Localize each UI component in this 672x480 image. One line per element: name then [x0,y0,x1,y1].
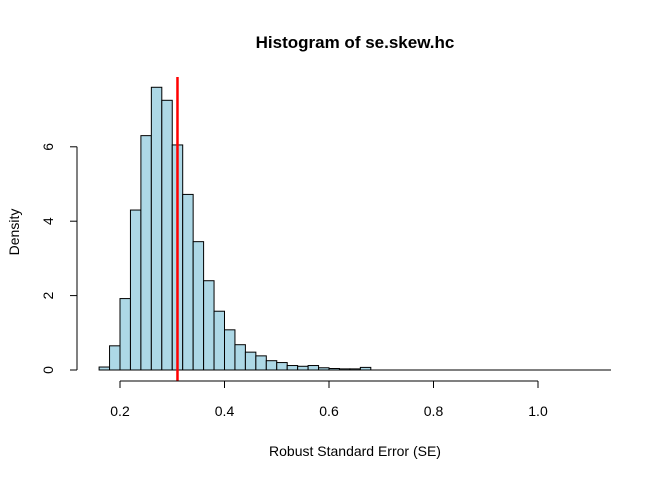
x-axis: 0.2 0.4 0.6 0.8 1.0 [110,380,548,419]
x-tick-label: 0.6 [319,403,339,419]
histogram-bars [98,86,611,371]
histogram-bar [182,193,194,371]
histogram-bar [265,360,278,371]
histogram-bar [129,209,142,371]
y-axis-label: Density [6,209,22,256]
y-tick-label: 6 [40,143,56,151]
histogram-bar [286,365,299,371]
histogram-bar [109,345,121,371]
x-tick-label: 0.2 [110,403,130,419]
histogram-bar [307,365,320,371]
x-tick-label: 0.8 [424,403,444,419]
x-tick-label: 1.0 [528,403,548,419]
histogram-bar [213,310,226,371]
histogram-bar [192,241,205,371]
histogram-bar [150,86,163,371]
histogram-bar [203,280,215,371]
histogram-bar [119,298,131,371]
histogram-bar [244,351,257,371]
histogram-bar [234,344,246,371]
histogram-bar [276,362,288,371]
histogram-bar [255,355,267,371]
y-axis: 0 2 4 6 [40,143,78,374]
histogram-bar [297,365,309,371]
x-tick-label: 0.4 [215,403,235,419]
y-tick-label: 4 [40,217,56,225]
histogram-bar [161,99,173,371]
histogram-bar [140,135,152,371]
chart-title: Histogram of se.skew.hc [256,33,455,52]
y-tick-label: 2 [40,291,56,299]
x-axis-label: Robust Standard Error (SE) [269,443,441,459]
y-tick-label: 0 [40,366,56,374]
histogram-bar [224,329,236,371]
